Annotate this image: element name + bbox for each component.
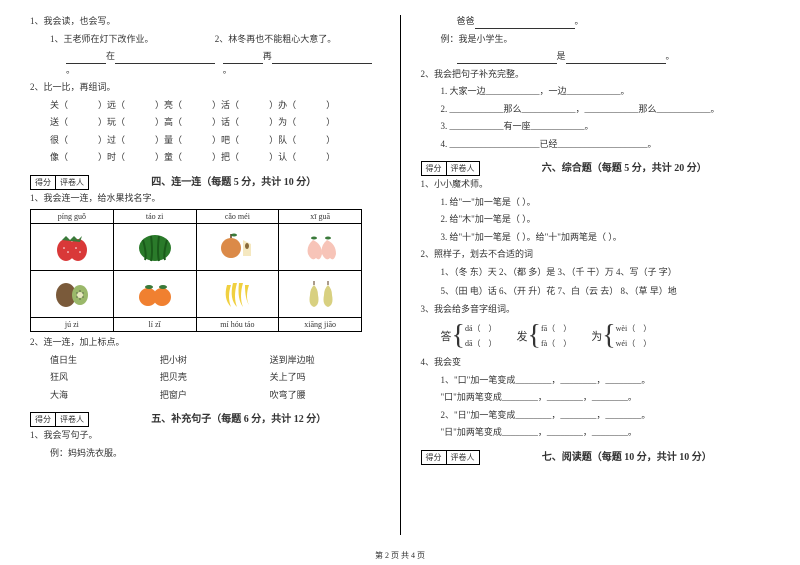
pinyin-cell: xī guā xyxy=(279,210,362,224)
section-7-title: 七、阅读题（每题 10 分，共计 10 分） xyxy=(542,448,712,463)
fill-item: 4. ____________________已经_______________… xyxy=(441,138,771,152)
q1-sub1: 1、王老师在灯下改作业。 xyxy=(50,33,215,47)
apple-icon xyxy=(196,224,279,271)
example-text: 例：我是小学生。 xyxy=(421,33,771,47)
pear-icon xyxy=(279,271,362,318)
baba-label: 爸爸 xyxy=(457,16,475,26)
right-column: 爸爸。 例：我是小学生。 是。 2、我会把句子补充完整。 1. 大家一边____… xyxy=(421,15,771,535)
strike-row: 1、（冬 东）天 2、（都 多）是 3、（千 干）万 4、写（子 字） xyxy=(441,266,771,280)
pinyin-cell: xiāng jiāo xyxy=(279,318,362,332)
strike-row: 5、（田 电）话 6、（开 升）花 7、白（云 去） 8、（草 早）地 xyxy=(441,285,771,299)
pinyin-cell: cǎo méi xyxy=(196,210,279,224)
pinyin-cell: jú zi xyxy=(31,318,114,332)
kiwi-icon xyxy=(31,271,114,318)
left-column: 1、我会读，也会写。 1、王老师在灯下改作业。 2、林冬再也不能粗心大意了。 在… xyxy=(30,15,380,535)
q5-example: 例：妈妈洗衣服。 xyxy=(30,447,380,461)
page-footer: 第 2 页 共 4 页 xyxy=(0,550,800,561)
q2-row: 很（）过（）量（）吧（）队（） xyxy=(50,134,380,148)
fill-item: 2. ____________那么____________，__________… xyxy=(441,103,771,117)
score-box: 得分评卷人 六、综合题（每题 5 分，共计 20 分） xyxy=(421,155,771,178)
match-grid: 值日生 狂风 大海 把小树 把贝壳 把窗户 送到岸边啦 关上了吗 吹弯了腰 xyxy=(30,354,380,407)
banana-icon xyxy=(196,271,279,318)
section-5-title: 五、补充句子（每题 6 分，共计 12 分） xyxy=(151,410,326,425)
magic-item: 1. 给"一"加一笔是（ ）。 xyxy=(441,196,771,210)
pinyin-cell: píng guǒ xyxy=(31,210,114,224)
q2-row: 送（）玩（）高（）话（）为（） xyxy=(50,116,380,130)
fill-item: 3. ____________有一座____________。 xyxy=(441,120,771,134)
peach-icon xyxy=(279,224,362,271)
q61-title: 1、小小魔术师。 xyxy=(421,178,771,192)
magic-item: 3. 给"十"加一笔是（ ）。给"十"加两笔是（ ）。 xyxy=(441,231,771,245)
q1-sub2: 2、林冬再也不能粗心大意了。 xyxy=(215,33,380,47)
watermelon-icon xyxy=(113,224,196,271)
orange-icon xyxy=(113,271,196,318)
q62-title: 2、照样子，划去不合适的词 xyxy=(421,248,771,262)
q2-grid: 关（）远（）亮（）活（）办（） 送（）玩（）高（）话（）为（） 很（）过（）量（… xyxy=(30,99,380,165)
strawberry-icon xyxy=(31,224,114,271)
fruits-q: 1、我会连一连，给水果找名字。 xyxy=(30,192,380,206)
r-q2-title: 2、我会把句子补充完整。 xyxy=(421,68,771,82)
change-item: 2、"日"加一笔变成________，________，________。 xyxy=(441,409,771,423)
q2-row: 像（）时（）童（）把（）认（） xyxy=(50,151,380,165)
change-item: "日"加两笔变成________，________，________。 xyxy=(441,426,771,440)
pinyin-cell: táo zi xyxy=(113,210,196,224)
q64-title: 4、我会变 xyxy=(421,356,771,370)
fill-item: 1. 大家一边____________，一边____________。 xyxy=(441,85,771,99)
q1-title: 1、我会读，也会写。 xyxy=(30,15,380,29)
fruit-table: píng guǒ táo zi cǎo méi xī guā jú zi lí … xyxy=(30,209,362,332)
change-item: "口"加两笔变成________，________，________。 xyxy=(441,391,771,405)
q63-title: 3、我会给多音字组词。 xyxy=(421,303,771,317)
score-box: 得分评卷人 五、补充句子（每题 6 分，共计 12 分） xyxy=(30,406,380,429)
shi-label: 是 xyxy=(557,51,566,61)
q2-row: 关（）远（）亮（）活（）办（） xyxy=(50,99,380,113)
section-6-title: 六、综合题（每题 5 分，共计 20 分） xyxy=(542,159,707,174)
match-title: 2、连一连，加上标点。 xyxy=(30,336,380,350)
score-box: 得分评卷人 四、连一连（每题 5 分，共计 10 分） xyxy=(30,169,380,192)
change-item: 1、"口"加一笔变成________，________，________。 xyxy=(441,374,771,388)
pinyin-cell: lí zǐ xyxy=(113,318,196,332)
zai-label-1: 在 xyxy=(106,51,115,61)
column-divider xyxy=(400,15,401,535)
pinyin-cell: mí hóu táo xyxy=(196,318,279,332)
zai-label-2: 再 xyxy=(263,51,272,61)
section-4-title: 四、连一连（每题 5 分，共计 10 分） xyxy=(151,173,316,188)
q2-title: 2、比一比，再组词。 xyxy=(30,81,380,95)
magic-item: 2. 给"木"加一笔是（ ）。 xyxy=(441,213,771,227)
score-box: 得分评卷人 七、阅读题（每题 10 分，共计 10 分） xyxy=(421,444,771,467)
polyphonic-group: 答 { dá（ ） dā（ ） 发 { fā（ ） fà（ ） 为 { xyxy=(421,322,771,350)
q5-title: 1、我会写句子。 xyxy=(30,429,380,443)
